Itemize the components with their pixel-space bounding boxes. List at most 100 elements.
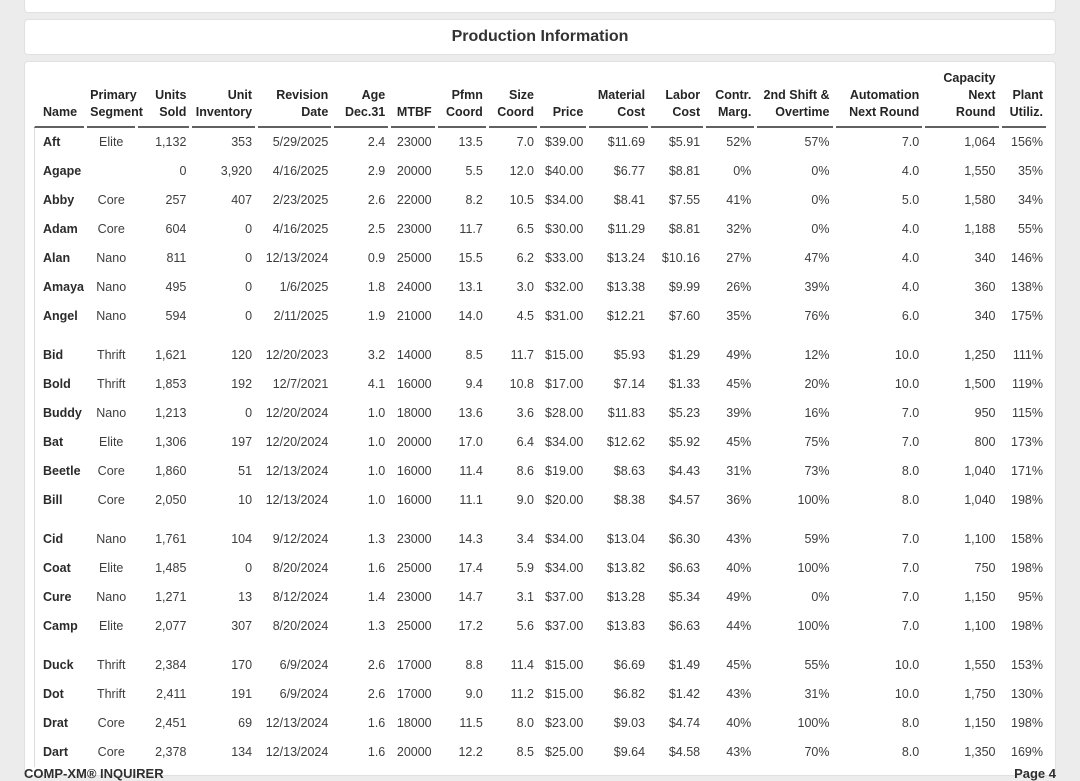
table-cell: 3.6 xyxy=(516,405,535,420)
table-cell: 10.8 xyxy=(509,376,535,391)
product-name-cell: Bold xyxy=(34,369,84,399)
table-cell: $11.69 xyxy=(607,134,646,149)
table-row: Coat Elite 1,485 0 8/20/2024 1.6 25000 17.4 5.9 $… xyxy=(34,553,1046,583)
table-cell: 0% xyxy=(811,192,830,207)
table-cell: 198% xyxy=(1011,560,1043,575)
table-cell: 73% xyxy=(804,463,830,478)
table-cell: 4.0 xyxy=(901,221,920,236)
table-cell: 1.9 xyxy=(367,308,386,323)
table-cell: Core xyxy=(97,192,125,207)
table-cell: 14.3 xyxy=(458,531,483,546)
table-cell: 1,250 xyxy=(964,347,996,362)
table-cell: $8.81 xyxy=(668,221,701,236)
table-cell: 10.0 xyxy=(894,657,920,672)
table-cell: 12.2 xyxy=(458,744,483,759)
table-cell: 12/13/2024 xyxy=(265,744,329,759)
product-name-cell: Drat xyxy=(34,708,84,738)
table-cell: 119% xyxy=(1011,376,1043,391)
table-cell: 340 xyxy=(974,308,996,323)
table-cell: $5.34 xyxy=(668,589,701,604)
table-row: Cid Nano 1,761 104 9/12/2024 1.3 23000 14.3 3.4 $… xyxy=(34,524,1046,554)
group-spacer-cell xyxy=(34,640,1046,651)
table-row: Dart Core 2,378 134 12/13/2024 1.6 20000 12.2 8.… xyxy=(34,737,1046,767)
table-cell: 11.7 xyxy=(459,221,483,236)
table-cell: $8.63 xyxy=(613,463,646,478)
table-row: Bid Thrift 1,621 120 12/20/2023 3.2 14000 8.5 11… xyxy=(34,340,1046,370)
table-cell: 1.6 xyxy=(367,560,386,575)
table-cell: 353 xyxy=(231,134,253,149)
table-cell: 6/9/2024 xyxy=(279,686,329,701)
table-cell: 43% xyxy=(726,686,752,701)
table-cell: Nano xyxy=(96,279,127,294)
table-cell: 1,100 xyxy=(964,531,996,546)
table-cell: 1,500 xyxy=(964,376,996,391)
table-cell: 6.5 xyxy=(516,221,535,236)
product-name-cell: Bill xyxy=(34,485,84,515)
table-cell: $31.00 xyxy=(545,308,584,323)
table-cell: 12.0 xyxy=(509,163,535,178)
table-cell: $13.82 xyxy=(606,560,646,575)
table-cell: 5/29/2025 xyxy=(272,134,329,149)
table-cell: 3.1 xyxy=(516,589,535,604)
table-cell: 191 xyxy=(231,686,253,701)
table-cell: $9.03 xyxy=(613,715,646,730)
table-cell: 13.6 xyxy=(458,405,483,420)
table-cell: 20% xyxy=(804,376,830,391)
table-cell: $5.93 xyxy=(613,347,646,362)
product-name-cell: Cure xyxy=(34,582,84,612)
table-cell: 8.5 xyxy=(465,347,483,362)
table-cell: $17.00 xyxy=(545,376,584,391)
table-cell: 15.5 xyxy=(458,250,483,265)
table-cell: 10.0 xyxy=(894,686,920,701)
table-cell: 1.3 xyxy=(367,618,386,633)
table-cell: 0% xyxy=(811,589,830,604)
table-cell: 2.6 xyxy=(367,192,386,207)
table-cell: 8.5 xyxy=(516,744,535,759)
table-cell: 7.0 xyxy=(901,134,920,149)
table-cell: 32% xyxy=(726,221,752,236)
table-cell: 13.1 xyxy=(458,279,483,294)
table-cell: 7.0 xyxy=(901,434,920,449)
table-cell: 340 xyxy=(974,250,996,265)
table-cell: 12/13/2024 xyxy=(265,715,329,730)
table-cell: 3.0 xyxy=(516,279,535,294)
table-cell: 2,077 xyxy=(155,618,187,633)
table-cell: 1,064 xyxy=(964,134,996,149)
table-cell: 23000 xyxy=(396,134,432,149)
table-cell: 45% xyxy=(726,434,752,449)
table-cell: 11.5 xyxy=(459,715,483,730)
table-cell: 2,411 xyxy=(156,686,187,701)
product-name-cell: Beetle xyxy=(34,456,84,486)
production-table: Name Primary Segment Units Sold Unit Invent… xyxy=(31,64,1049,767)
table-cell: 1,761 xyxy=(155,531,187,546)
table-cell: 16% xyxy=(804,405,830,420)
table-cell: $23.00 xyxy=(545,715,584,730)
table-cell: 1,132 xyxy=(155,134,187,149)
table-cell: $33.00 xyxy=(545,250,584,265)
table-cell: 20000 xyxy=(396,744,432,759)
table-row: Amaya Nano 495 0 1/6/2025 1.8 24000 13.1 3.0 $32.… xyxy=(34,272,1046,302)
table-cell: $13.04 xyxy=(606,531,646,546)
table-cell: 115% xyxy=(1011,405,1043,420)
table-cell: 51 xyxy=(238,463,253,478)
table-cell: 1,580 xyxy=(964,192,996,207)
table-cell: 23000 xyxy=(396,589,432,604)
table-cell: 16000 xyxy=(396,492,432,507)
table-cell: Elite xyxy=(99,434,124,449)
column-header: Automation Next Round xyxy=(835,64,923,128)
table-cell: $13.24 xyxy=(606,250,646,265)
table-cell: 12/13/2024 xyxy=(265,492,329,507)
table-cell: 495 xyxy=(165,279,187,294)
table-cell: $7.14 xyxy=(613,376,646,391)
table-cell: 20000 xyxy=(396,163,432,178)
table-cell: 4/16/2025 xyxy=(272,221,329,236)
column-header: Name xyxy=(34,64,85,128)
table-cell: 14000 xyxy=(396,347,432,362)
table-cell: 171% xyxy=(1011,463,1043,478)
table-cell: 18000 xyxy=(396,715,432,730)
table-cell: Elite xyxy=(99,560,124,575)
table-cell: 11.4 xyxy=(510,657,535,672)
table-cell: 594 xyxy=(165,308,187,323)
product-name-cell: Angel xyxy=(34,301,84,331)
table-cell: 31% xyxy=(804,686,830,701)
